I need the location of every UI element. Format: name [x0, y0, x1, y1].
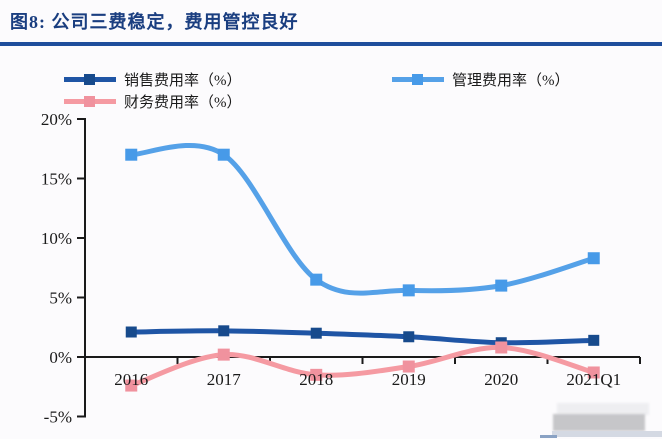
x-tick-label: 2017 [207, 370, 242, 389]
chart-legend: 销售费用率（%） 管理费用率（%） 财务费用率（%） [0, 60, 662, 111]
legend-square-marker-icon [84, 96, 95, 107]
series-line-1 [128, 143, 597, 296]
series-marker-0 [403, 331, 415, 343]
x-tick-label: 2019 [392, 370, 426, 389]
series-line-2 [128, 344, 597, 389]
series-marker-2 [495, 341, 508, 354]
title-divider [0, 42, 662, 46]
legend-square-marker-icon [84, 74, 95, 85]
y-tick-label: 15% [41, 170, 72, 189]
y-tick-label: 10% [41, 229, 72, 248]
series-marker-1 [310, 273, 323, 286]
admin-series-swatch-icon [392, 71, 444, 87]
series-marker-2 [402, 360, 415, 373]
legend-item-admin-expense: 管理费用率（%） [392, 70, 570, 89]
series-marker-1 [402, 284, 415, 297]
watermark-dash [540, 435, 557, 438]
series-marker-2 [587, 366, 600, 379]
series-marker-1 [495, 279, 508, 292]
x-tick-label: 2016 [114, 370, 148, 389]
y-tick-label: 0% [49, 348, 72, 367]
legend-item-finance-expense: 财务费用率（%） [64, 92, 242, 111]
series-marker-0 [310, 327, 322, 339]
series-marker-2 [217, 348, 230, 361]
series-marker-0 [218, 325, 230, 337]
legend-label: 销售费用率（%） [124, 72, 242, 89]
series-marker-1 [125, 148, 138, 161]
y-tick-label: 5% [49, 289, 72, 308]
series-marker-2 [310, 368, 323, 381]
figure-title: 图8: 公司三费稳定，费用管控良好 [10, 12, 299, 32]
series-marker-0 [125, 326, 137, 338]
series-marker-1 [217, 148, 230, 161]
legend-label: 财务费用率（%） [124, 94, 242, 111]
legend-item-sales-expense: 销售费用率（%） [64, 70, 242, 89]
watermark-blur-bottom [553, 414, 645, 431]
legend-square-marker-icon [412, 74, 423, 85]
x-tick-label: 2020 [484, 370, 518, 389]
finance-series-swatch-icon [64, 93, 116, 109]
legend-label: 管理费用率（%） [452, 72, 570, 89]
watermark-blur-top [557, 403, 649, 415]
series-marker-0 [588, 334, 600, 346]
series-marker-1 [587, 252, 600, 265]
y-tick-label: 20% [41, 110, 72, 129]
watermark-strip [552, 431, 662, 437]
x-tick-label: 2018 [299, 370, 333, 389]
series-marker-2 [125, 379, 138, 392]
x-tick-label: 2021Q1 [566, 370, 621, 389]
series-line-0 [128, 328, 597, 346]
y-tick-label: -5% [44, 408, 72, 427]
sales-series-swatch-icon [64, 71, 116, 87]
